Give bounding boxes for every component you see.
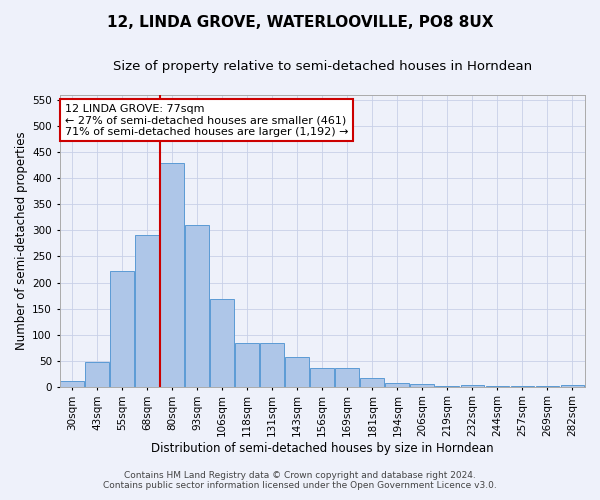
Bar	[335, 368, 359, 386]
Bar	[85, 362, 109, 386]
Y-axis label: Number of semi-detached properties: Number of semi-detached properties	[15, 132, 28, 350]
X-axis label: Distribution of semi-detached houses by size in Horndean: Distribution of semi-detached houses by …	[151, 442, 494, 455]
Bar	[461, 385, 484, 386]
Bar	[235, 344, 259, 386]
Bar	[260, 344, 284, 386]
Bar	[211, 299, 234, 386]
Bar	[160, 162, 184, 386]
Title: Size of property relative to semi-detached houses in Horndean: Size of property relative to semi-detach…	[113, 60, 532, 73]
Bar	[560, 385, 584, 386]
Bar	[310, 368, 334, 386]
Bar	[185, 225, 209, 386]
Bar	[110, 271, 134, 386]
Bar	[135, 235, 159, 386]
Bar	[410, 384, 434, 386]
Text: 12 LINDA GROVE: 77sqm
← 27% of semi-detached houses are smaller (461)
71% of sem: 12 LINDA GROVE: 77sqm ← 27% of semi-deta…	[65, 104, 349, 137]
Bar	[60, 382, 84, 386]
Text: Contains HM Land Registry data © Crown copyright and database right 2024.
Contai: Contains HM Land Registry data © Crown c…	[103, 470, 497, 490]
Bar	[286, 357, 309, 386]
Bar	[385, 383, 409, 386]
Bar	[361, 378, 384, 386]
Text: 12, LINDA GROVE, WATERLOOVILLE, PO8 8UX: 12, LINDA GROVE, WATERLOOVILLE, PO8 8UX	[107, 15, 493, 30]
